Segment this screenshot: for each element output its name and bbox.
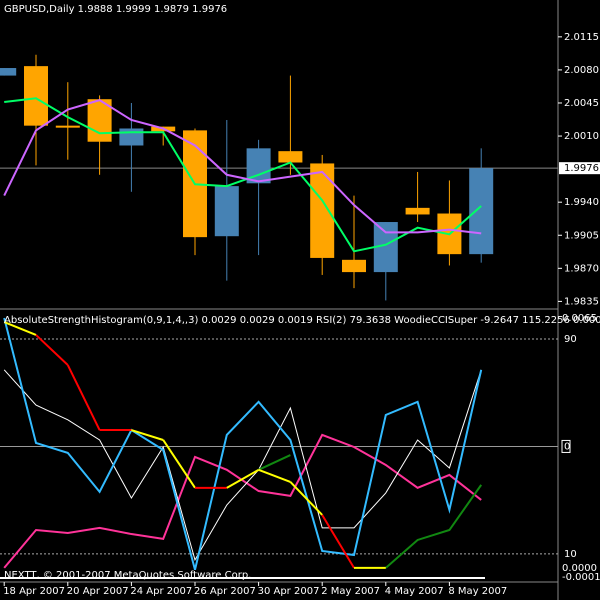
candle-body (310, 163, 335, 258)
candle-body (342, 259, 366, 273)
candle-body (119, 128, 144, 146)
footer: NEXTT, © 2001-2007 MetaQuotes Software C… (4, 570, 251, 581)
indicator-segment (131, 429, 164, 441)
x-tick-label: 24 Apr 2007 (130, 586, 192, 597)
x-tick-label: 18 Apr 2007 (3, 586, 65, 597)
side-label: 0.0000 (562, 563, 597, 574)
candle-body (214, 186, 239, 237)
current-price-label: 1.9976 (564, 163, 599, 174)
indicator-header: AbsoluteStrengthHistogram(0,9,1,4,,3) 0.… (4, 315, 600, 326)
series-line (385, 484, 483, 569)
y-tick-label: 1.9870 (564, 263, 599, 274)
side-label: -0.0001 (562, 572, 600, 583)
series-line (258, 454, 291, 471)
candle-body (278, 151, 303, 163)
chart-header: GBPUSD,Daily 1.9888 1.9999 1.9879 1.9976 (4, 4, 227, 15)
x-tick-label: 2 May 2007 (321, 586, 380, 597)
candle-body (469, 168, 494, 255)
x-tick-label: 4 May 2007 (385, 586, 444, 597)
series-line (3, 317, 483, 571)
candle-body (55, 125, 80, 128)
y-tick-label: 1.9940 (564, 197, 599, 208)
y-tick-label: 0 (564, 441, 570, 452)
level-label-box (561, 439, 571, 453)
series-line (3, 99, 482, 235)
candle-body (0, 68, 17, 76)
x-tick-label: 30 Apr 2007 (258, 586, 320, 597)
indicator-segment (35, 334, 69, 366)
y-tick-label: 10 (564, 549, 577, 560)
candle-body (24, 66, 48, 126)
y-tick-label: 1.9905 (564, 230, 599, 241)
y-tick-label: 2.0080 (564, 65, 599, 76)
series-line (3, 369, 482, 562)
y-tick-label: 1.9835 (564, 296, 599, 307)
series-line (3, 433, 482, 569)
y-tick-label: 2.0045 (564, 98, 599, 109)
indicator-segment (258, 468, 291, 483)
y-tick-label: 2.0115 (564, 32, 599, 43)
indicator-segment (162, 439, 196, 489)
indicator-segment (226, 468, 260, 489)
x-tick-label: 8 May 2007 (448, 586, 507, 597)
x-tick-label: 26 Apr 2007 (194, 586, 256, 597)
indicator-segment (66, 364, 101, 431)
side-label: 0.0065 (562, 313, 597, 324)
y-tick-label: 90 (564, 334, 577, 345)
indicator-segment (321, 514, 355, 569)
indicator-segment (289, 481, 323, 516)
candle-body (405, 207, 430, 215)
indicator-segment (3, 321, 37, 336)
current-price-box (559, 162, 600, 175)
series-line (4, 97, 482, 253)
x-tick-label: 20 Apr 2007 (67, 586, 129, 597)
y-tick-label: 2.0010 (564, 131, 599, 142)
